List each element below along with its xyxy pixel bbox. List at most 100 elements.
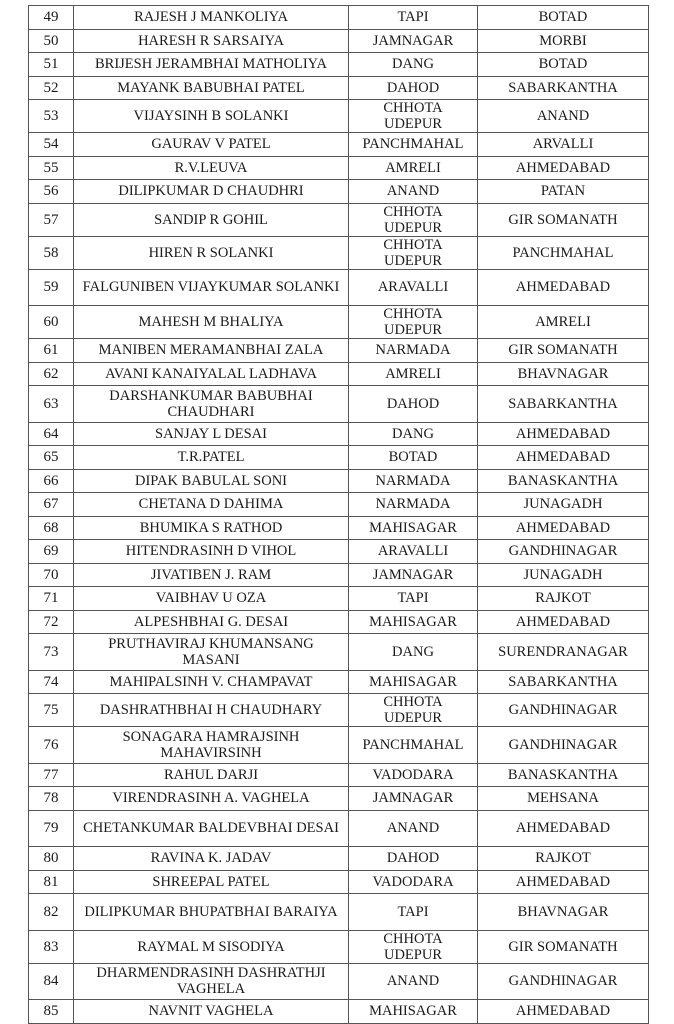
from-district-cell: MAHISAGAR bbox=[348, 999, 478, 1024]
from-district-cell: DANG bbox=[348, 52, 478, 77]
from-district-cell: CHHOTA UDEPUR bbox=[348, 99, 478, 133]
from-district-cell: CHHOTA UDEPUR bbox=[348, 929, 478, 964]
to-district-cell: AHMEDABAD bbox=[477, 268, 649, 306]
to-district-cell: BOTAD bbox=[477, 52, 649, 77]
table-row: 69 HITENDRASINH D VIHOL ARAVALLI GANDHINAGA… bbox=[28, 539, 649, 564]
serial-number-cell: 60 bbox=[28, 305, 74, 339]
table-row: 73 PRUTHAVIRAJ KHUMANSANG MASANI DANG SUREN… bbox=[28, 633, 649, 671]
serial-number-cell: 81 bbox=[28, 869, 74, 894]
name-cell: VAIBHAV U OZA bbox=[73, 586, 349, 611]
serial-number-cell: 49 bbox=[28, 5, 74, 30]
table-row: 56 DILIPKUMAR D CHAUDHRI ANAND PATAN bbox=[28, 179, 649, 204]
table-row: 62 AVANI KANAIYALAL LADHAVA AMRELI BHAVNAGA… bbox=[28, 361, 649, 386]
table-body: 49 RAJESH J MANKOLIYA TAPI BOTAD 50 HARESH R … bbox=[28, 5, 649, 1024]
table-row: 58 HIREN R SOLANKI CHHOTA UDEPUR PANCHMAHAL bbox=[28, 235, 649, 270]
table-row: 84 DHARMENDRASINH DASHRATHJI VAGHELA ANAND… bbox=[28, 962, 649, 1000]
serial-number-cell: 54 bbox=[28, 132, 74, 157]
serial-number-cell: 82 bbox=[28, 893, 74, 931]
name-cell: MAHESH M BHALIYA bbox=[73, 305, 349, 339]
table-row: 76 SONAGARA HAMRAJSINH MAHAVIRSINH PANCHMA… bbox=[28, 726, 649, 764]
serial-number-cell: 80 bbox=[28, 846, 74, 871]
table-row: 57 SANDIP R GOHIL CHHOTA UDEPUR GIR SOMANAT… bbox=[28, 202, 649, 237]
serial-number-cell: 51 bbox=[28, 52, 74, 77]
name-cell: JIVATIBEN J. RAM bbox=[73, 562, 349, 587]
serial-number-cell: 77 bbox=[28, 762, 74, 787]
name-cell: PRUTHAVIRAJ KHUMANSANG MASANI bbox=[73, 633, 349, 671]
to-district-cell: GANDHINAGAR bbox=[477, 962, 649, 1000]
serial-number-cell: 62 bbox=[28, 361, 74, 386]
name-cell: SHREEPAL PATEL bbox=[73, 869, 349, 894]
name-cell: SONAGARA HAMRAJSINH MAHAVIRSINH bbox=[73, 726, 349, 764]
name-cell: DHARMENDRASINH DASHRATHJI VAGHELA bbox=[73, 962, 349, 1000]
from-district-cell: JAMNAGAR bbox=[348, 28, 478, 53]
from-district-cell: DANG bbox=[348, 421, 478, 446]
table-row: 60 MAHESH M BHALIYA CHHOTA UDEPUR AMRELI bbox=[28, 305, 649, 339]
to-district-cell: AHMEDABAD bbox=[477, 515, 649, 540]
to-district-cell: GANDHINAGAR bbox=[477, 539, 649, 564]
serial-number-cell: 56 bbox=[28, 179, 74, 204]
table-row: 71 VAIBHAV U OZA TAPI RAJKOT bbox=[28, 586, 649, 611]
name-cell: DASHRATHBHAI H CHAUDHARY bbox=[73, 693, 349, 727]
to-district-cell: AHMEDABAD bbox=[477, 609, 649, 634]
name-cell: SANJAY L DESAI bbox=[73, 421, 349, 446]
table-row: 81 SHREEPAL PATEL VADODARA AHMEDABAD bbox=[28, 869, 649, 894]
serial-number-cell: 76 bbox=[28, 726, 74, 764]
serial-number-cell: 79 bbox=[28, 809, 74, 847]
from-district-cell: CHHOTA UDEPUR bbox=[348, 235, 478, 270]
to-district-cell: JUNAGADH bbox=[477, 562, 649, 587]
to-district-cell: ARVALLI bbox=[477, 132, 649, 157]
serial-number-cell: 73 bbox=[28, 633, 74, 671]
to-district-cell: BHAVNAGAR bbox=[477, 361, 649, 386]
serial-number-cell: 63 bbox=[28, 385, 74, 423]
to-district-cell: PANCHMAHAL bbox=[477, 235, 649, 270]
name-cell: NAVNIT VAGHELA bbox=[73, 999, 349, 1024]
transfer-table: 49 RAJESH J MANKOLIYA TAPI BOTAD 50 HARESH R … bbox=[28, 5, 649, 1024]
table-row: 55 R.V.LEUVA AMRELI AHMEDABAD bbox=[28, 155, 649, 180]
serial-number-cell: 55 bbox=[28, 155, 74, 180]
to-district-cell: GIR SOMANATH bbox=[477, 929, 649, 964]
table-row: 67 CHETANA D DAHIMA NARMADA JUNAGADH bbox=[28, 492, 649, 517]
from-district-cell: PANCHMAHAL bbox=[348, 132, 478, 157]
to-district-cell: AHMEDABAD bbox=[477, 155, 649, 180]
from-district-cell: VADODARA bbox=[348, 869, 478, 894]
serial-number-cell: 72 bbox=[28, 609, 74, 634]
serial-number-cell: 70 bbox=[28, 562, 74, 587]
serial-number-cell: 57 bbox=[28, 202, 74, 237]
table-row: 66 DIPAK BABULAL SONI NARMADA BANASKANTHA bbox=[28, 468, 649, 493]
name-cell: CHETANKUMAR BALDEVBHAI DESAI bbox=[73, 809, 349, 847]
serial-number-cell: 50 bbox=[28, 28, 74, 53]
to-district-cell: BANASKANTHA bbox=[477, 468, 649, 493]
serial-number-cell: 78 bbox=[28, 786, 74, 811]
to-district-cell: PATAN bbox=[477, 179, 649, 204]
table-row: 61 MANIBEN MERAMANBHAI ZALA NARMADA GIR SOM… bbox=[28, 338, 649, 363]
table-row: 51 BRIJESH JERAMBHAI MATHOLIYA DANG BOTAD bbox=[28, 52, 649, 77]
table-row: 85 NAVNIT VAGHELA MAHISAGAR AHMEDABAD bbox=[28, 999, 649, 1024]
name-cell: MAHIPALSINH V. CHAMPAVAT bbox=[73, 669, 349, 694]
name-cell: RAYMAL M SISODIYA bbox=[73, 929, 349, 964]
to-district-cell: AHMEDABAD bbox=[477, 809, 649, 847]
from-district-cell: DANG bbox=[348, 633, 478, 671]
to-district-cell: GIR SOMANATH bbox=[477, 202, 649, 237]
from-district-cell: NARMADA bbox=[348, 492, 478, 517]
from-district-cell: CHHOTA UDEPUR bbox=[348, 305, 478, 339]
from-district-cell: VADODARA bbox=[348, 762, 478, 787]
from-district-cell: ARAVALLI bbox=[348, 539, 478, 564]
to-district-cell: SURENDRANAGAR bbox=[477, 633, 649, 671]
table-row: 79 CHETANKUMAR BALDEVBHAI DESAI ANAND AHMED… bbox=[28, 809, 649, 847]
from-district-cell: MAHISAGAR bbox=[348, 609, 478, 634]
to-district-cell: RAJKOT bbox=[477, 586, 649, 611]
to-district-cell: GIR SOMANATH bbox=[477, 338, 649, 363]
from-district-cell: DAHOD bbox=[348, 75, 478, 100]
table-row: 74 MAHIPALSINH V. CHAMPAVAT MAHISAGAR SABAR… bbox=[28, 669, 649, 694]
to-district-cell: ANAND bbox=[477, 99, 649, 133]
table-row: 68 BHUMIKA S RATHOD MAHISAGAR AHMEDABAD bbox=[28, 515, 649, 540]
table-row: 54 GAURAV V PATEL PANCHMAHAL ARVALLI bbox=[28, 132, 649, 157]
from-district-cell: JAMNAGAR bbox=[348, 562, 478, 587]
table-row: 75 DASHRATHBHAI H CHAUDHARY CHHOTA UDEPUR G… bbox=[28, 693, 649, 727]
name-cell: FALGUNIBEN VIJAYKUMAR SOLANKI bbox=[73, 268, 349, 306]
serial-number-cell: 58 bbox=[28, 235, 74, 270]
to-district-cell: JUNAGADH bbox=[477, 492, 649, 517]
name-cell: MAYANK BABUBHAI PATEL bbox=[73, 75, 349, 100]
serial-number-cell: 68 bbox=[28, 515, 74, 540]
name-cell: MANIBEN MERAMANBHAI ZALA bbox=[73, 338, 349, 363]
